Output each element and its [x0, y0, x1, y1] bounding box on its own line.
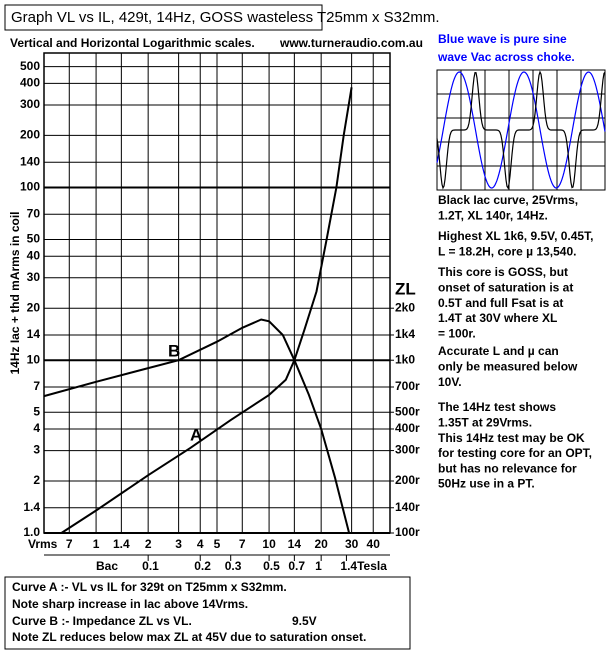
y-tick-label: 14	[27, 327, 41, 341]
side-note: 1.4T at 30V where XL	[438, 311, 557, 325]
y-tick-label: 140	[20, 154, 40, 168]
chart-title: Graph VL vs IL, 429t, 14Hz, GOSS wastele…	[11, 9, 440, 26]
y-tick-label: 1.0	[23, 525, 40, 539]
x2-tick-label: 0.2	[194, 559, 211, 573]
y-tick-label: 20	[27, 300, 41, 314]
side-note: 10V.	[438, 375, 462, 389]
x-tick-label: 4	[197, 537, 204, 551]
y-tick-label: 400	[20, 76, 40, 90]
x-tick-label: 20	[314, 537, 328, 551]
side-note: but has no relevance for	[438, 461, 577, 475]
y-tick-label: 70	[27, 206, 41, 220]
y-tick-label: 50	[27, 232, 41, 246]
curve-label: A	[190, 425, 202, 444]
note-box	[4, 576, 411, 650]
y2-tick-label: 1k4	[395, 327, 415, 341]
y-tick-label: 2	[33, 473, 40, 487]
y-tick-label: 3	[33, 443, 40, 457]
sine-wave	[436, 71, 606, 189]
subtitle: Vertical and Horizontal Logarithmic scal…	[10, 36, 255, 50]
y-tick-label: 30	[27, 270, 41, 284]
y-tick-label: 5	[33, 404, 40, 418]
x2-tick-label: 0.7	[288, 559, 305, 573]
note-line: Curve B :- Impedance ZL vs VL.	[12, 614, 192, 628]
x-tick-label: 10	[262, 537, 276, 551]
x-tick-label: 2	[145, 537, 152, 551]
curve-label: B	[168, 341, 180, 360]
side-note: L = 18.2H, core µ 13,540.	[438, 244, 576, 258]
title-box	[4, 4, 323, 31]
x-tick-label: 1.4	[113, 537, 130, 551]
y2-axis-label: ZL	[395, 279, 416, 298]
y2-tick-label: 2k0	[395, 300, 415, 314]
side-note: 1.35T at 29Vrms.	[438, 415, 532, 429]
x-tick-label: 30	[345, 537, 359, 551]
y-axis-label: 14Hz Iac + thd mArms in coil	[8, 211, 22, 374]
y2-tick-label: 500r	[395, 404, 420, 418]
note-mark: 9.5V	[292, 614, 317, 628]
website: www.turneraudio.com.au	[279, 36, 423, 50]
y2-tick-label: 1k0	[395, 352, 415, 366]
x2-axis-label: Bac	[96, 559, 118, 573]
side-note: only be measured below	[438, 359, 578, 373]
curve	[43, 318, 351, 534]
x-axis-label: Vrms	[28, 537, 58, 551]
x2-tick-label: 1.4Tesla	[340, 559, 387, 573]
y2-tick-label: 140r	[395, 500, 420, 514]
current-wave	[436, 70, 606, 190]
y2-tick-label: 200r	[395, 473, 420, 487]
side-note: onset of saturation is at	[438, 280, 573, 294]
y2-tick-label: 300r	[395, 443, 420, 457]
side-note: This 14Hz test may be OK	[438, 431, 585, 445]
y-tick-label: 1.4	[23, 500, 40, 514]
caption: wave Vac across choke.	[437, 50, 575, 64]
x-tick-label: 3	[175, 537, 182, 551]
x2-tick-label: 0.5	[263, 559, 280, 573]
y-tick-label: 40	[27, 248, 41, 262]
y-tick-label: 100	[20, 180, 40, 194]
side-note: This core is GOSS, but	[438, 265, 568, 279]
side-note: Accurate L and µ can	[438, 344, 559, 358]
note-line: Curve A :- VL vs IL for 329t on T25mm x …	[12, 580, 287, 594]
x2-tick-label: 1	[315, 559, 322, 573]
x-tick-label: 5	[214, 537, 221, 551]
y2-tick-label: 100r	[395, 525, 420, 539]
side-note: 1.2T, XL 140r, 14Hz.	[438, 208, 548, 222]
side-note: Highest XL 1k6, 9.5V, 0.45T,	[438, 229, 593, 243]
side-note: = 100r.	[438, 326, 476, 340]
x-tick-label: 1	[93, 537, 100, 551]
side-note: 0.5T and full Fsat is at	[438, 296, 563, 310]
x-tick-label: 14	[288, 537, 302, 551]
side-note: 50Hz use in a PT.	[438, 477, 535, 491]
y2-tick-label: 700r	[395, 379, 420, 393]
side-note: Black Iac curve, 25Vrms,	[438, 193, 578, 207]
y-tick-label: 7	[33, 379, 40, 393]
side-note: The 14Hz test shows	[438, 400, 556, 414]
x-tick-label: 7	[66, 537, 73, 551]
y-tick-label: 10	[27, 352, 41, 366]
y-tick-label: 200	[20, 128, 40, 142]
y2-tick-label: 400r	[395, 421, 420, 435]
caption: Blue wave is pure sine	[438, 32, 567, 46]
side-note: for testing core for an OPT,	[438, 446, 592, 460]
note-line: Note sharp increase in Iac above 14Vrms.	[12, 597, 248, 611]
x-tick-label: 40	[367, 537, 381, 551]
note-line: Note ZL reduces below max ZL at 45V due …	[12, 630, 366, 644]
x2-tick-label: 0.3	[225, 559, 242, 573]
x2-tick-label: 0.1	[142, 559, 159, 573]
y-tick-label: 300	[20, 97, 40, 111]
y-tick-label: 500	[20, 59, 40, 73]
x-tick-label: 7	[239, 537, 246, 551]
y-tick-label: 4	[33, 421, 40, 435]
curve	[60, 87, 353, 534]
